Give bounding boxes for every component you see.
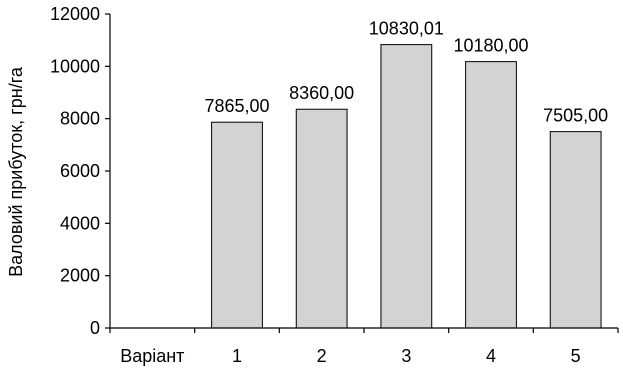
data-label: 7505,00 (543, 106, 608, 126)
x-tick-label: 4 (486, 346, 496, 366)
y-tick-label: 10000 (50, 56, 100, 76)
y-tick-label: 0 (90, 318, 100, 338)
y-tick-label: 6000 (60, 161, 100, 181)
data-label: 8360,00 (289, 83, 354, 103)
data-label: 10180,00 (453, 36, 528, 56)
data-label: 10830,01 (369, 19, 444, 39)
y-tick-label: 8000 (60, 109, 100, 129)
bar (295, 108, 348, 329)
x-axis-ticks: Варіант 1 2 3 4 5 (109, 328, 619, 366)
y-axis-label: Валовий прибуток, грн/га (6, 66, 26, 277)
x-tick-label: 2 (317, 346, 327, 366)
x-tick-label: 5 (571, 346, 581, 366)
data-labels: 7865,00 8360,00 10830,01 10180,00 7505,00 (204, 19, 608, 126)
bar (465, 61, 517, 329)
y-tick-label: 2000 (60, 266, 100, 286)
bar (211, 121, 263, 329)
bar (380, 44, 433, 329)
x-tick-label: 1 (232, 346, 242, 366)
bars (211, 44, 602, 329)
bar (549, 131, 602, 329)
x-tick-label: 3 (401, 346, 411, 366)
y-tick-label: 12000 (50, 4, 100, 24)
y-axis-ticks: 0 2000 4000 6000 8000 10000 12000 (50, 4, 110, 338)
x-tick-label: Варіант (120, 346, 184, 366)
y-tick-label: 4000 (60, 213, 100, 233)
data-label: 7865,00 (204, 96, 269, 116)
